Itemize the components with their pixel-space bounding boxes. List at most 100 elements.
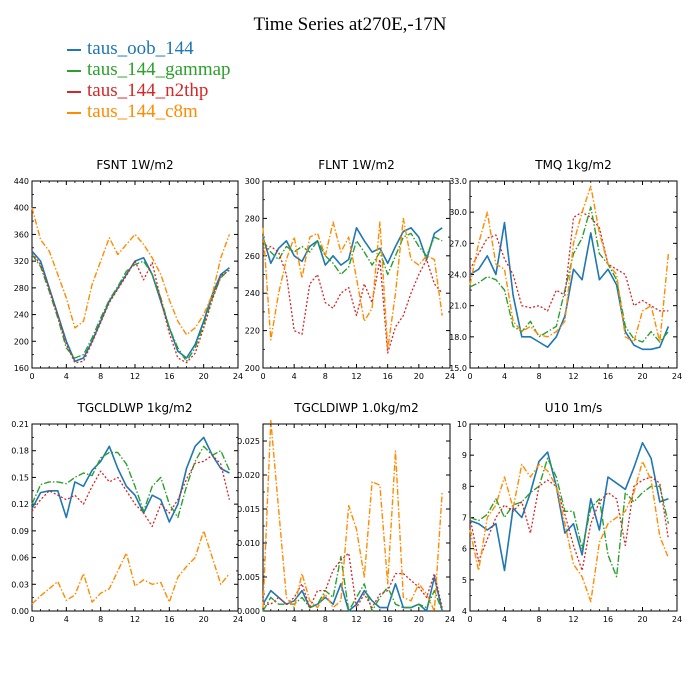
x-tick-label: 0 bbox=[467, 372, 472, 381]
series-line-taus_oob_144 bbox=[262, 227, 443, 266]
x-tick-label: 12 bbox=[351, 372, 361, 381]
x-tick-label: 24 bbox=[672, 615, 682, 624]
y-tick-label: 440 bbox=[14, 177, 29, 186]
y-tick-label: 160 bbox=[14, 364, 29, 373]
y-tick-label: 0.000 bbox=[237, 607, 260, 616]
chart-panel-1: FLNT 1W/m2 200 220 240 260 280 300 0 4 8 12 16 20 24 bbox=[245, 158, 455, 381]
plot-frame bbox=[262, 423, 451, 612]
series-line-taus_144_n2thp bbox=[469, 476, 670, 572]
plot-frame bbox=[31, 180, 239, 369]
legend-swatch-c8m bbox=[67, 111, 81, 114]
y-tick-label: 360 bbox=[14, 230, 29, 239]
chart-title: U10 1m/s bbox=[545, 401, 603, 415]
series-line-taus_144_n2thp bbox=[469, 211, 669, 312]
x-tick-label: 12 bbox=[568, 372, 578, 381]
plot-frame bbox=[31, 423, 239, 612]
x-tick-label: 24 bbox=[445, 615, 455, 624]
x-tick-label: 20 bbox=[199, 615, 209, 624]
x-tick-label: 4 bbox=[502, 372, 507, 381]
y-tick-label: 0.010 bbox=[237, 539, 260, 548]
x-tick-label: 12 bbox=[568, 615, 578, 624]
x-tick-label: 20 bbox=[199, 372, 209, 381]
x-tick-label: 16 bbox=[603, 615, 613, 624]
x-tick-label: 8 bbox=[536, 615, 541, 624]
x-tick-label: 4 bbox=[64, 615, 69, 624]
chart-panel-3: TGCLDLWP 1kg/m2 0.00 0.03 0.06 0.09 0.12 0.15 0… bbox=[11, 401, 243, 624]
x-tick-label: 24 bbox=[233, 372, 243, 381]
series-line-taus_144_c8m bbox=[262, 217, 443, 350]
series-line-taus_oob_144 bbox=[262, 576, 443, 612]
x-tick-label: 4 bbox=[502, 615, 507, 624]
x-tick-label: 0 bbox=[29, 372, 34, 381]
x-tick-label: 20 bbox=[637, 615, 647, 624]
chart-title: FSNT 1W/m2 bbox=[96, 158, 173, 172]
x-tick-label: 16 bbox=[164, 372, 174, 381]
series-line-taus_oob_144 bbox=[469, 221, 670, 351]
y-tick-label: 0.12 bbox=[11, 500, 29, 509]
y-tick-label: 33.0 bbox=[449, 177, 467, 186]
series-line-taus_144_n2thp bbox=[31, 454, 231, 528]
chart-title: TGCLDLWP 1kg/m2 bbox=[76, 401, 192, 415]
chart-panel-2: TMQ 1kg/m2 15.0 18.0 21.0 24.0 27.0 30.0 33.0 0 4… bbox=[449, 158, 682, 381]
x-tick-label: 8 bbox=[98, 372, 103, 381]
y-tick-label: 0.18 bbox=[11, 447, 29, 456]
y-tick-label: 10 bbox=[457, 420, 467, 429]
chart-panel-4: TGCLDIWP 1.0kg/m2 0.000 0.005 0.010 0.015 0.0… bbox=[237, 401, 455, 624]
y-tick-label: 300 bbox=[245, 177, 260, 186]
legend-item-oob: taus_oob_144 bbox=[67, 38, 231, 59]
series-line-taus_144_n2thp bbox=[263, 552, 443, 609]
y-tick-label: 8 bbox=[462, 482, 467, 491]
x-tick-label: 20 bbox=[414, 372, 424, 381]
x-tick-label: 16 bbox=[383, 615, 393, 624]
x-tick-label: 0 bbox=[260, 615, 265, 624]
y-tick-label: 240 bbox=[14, 311, 29, 320]
x-tick-label: 4 bbox=[292, 615, 297, 624]
series-line-taus_144_c8m bbox=[469, 460, 670, 603]
y-tick-label: 200 bbox=[14, 337, 29, 346]
y-tick-label: 6 bbox=[462, 545, 467, 554]
y-tick-label: 0.005 bbox=[237, 573, 260, 582]
legend-swatch-oob bbox=[67, 48, 81, 51]
x-tick-label: 24 bbox=[445, 372, 455, 381]
legend-item-n2thp: taus_144_n2thp bbox=[67, 80, 231, 101]
chart-title: FLNT 1W/m2 bbox=[318, 158, 395, 172]
series-line-taus_144_n2thp bbox=[31, 252, 230, 364]
series-line-taus_144_c8m bbox=[31, 530, 230, 605]
y-tick-label: 0.06 bbox=[11, 554, 29, 563]
x-tick-label: 16 bbox=[164, 615, 174, 624]
x-tick-label: 0 bbox=[29, 615, 34, 624]
x-tick-label: 4 bbox=[64, 372, 69, 381]
y-tick-label: 400 bbox=[14, 204, 29, 213]
legend-label-c8m: taus_144_c8m bbox=[87, 101, 198, 122]
x-tick-label: 0 bbox=[467, 615, 472, 624]
series-line-taus_144_c8m bbox=[469, 185, 670, 343]
legend-label-oob: taus_oob_144 bbox=[87, 38, 194, 59]
x-tick-label: 12 bbox=[130, 372, 140, 381]
x-tick-label: 24 bbox=[672, 372, 682, 381]
y-tick-label: 21.0 bbox=[449, 302, 467, 311]
y-tick-label: 0.09 bbox=[11, 527, 29, 536]
y-tick-label: 320 bbox=[14, 257, 29, 266]
y-tick-label: 260 bbox=[245, 252, 260, 261]
page-title: Time Series at270E,-17N bbox=[253, 14, 447, 35]
x-tick-label: 4 bbox=[292, 372, 297, 381]
legend-swatch-gammap bbox=[67, 69, 81, 72]
y-tick-label: 200 bbox=[245, 364, 260, 373]
x-tick-label: 20 bbox=[414, 615, 424, 624]
y-tick-label: 0.21 bbox=[11, 420, 29, 429]
x-tick-label: 8 bbox=[536, 372, 541, 381]
y-tick-label: 30.0 bbox=[449, 208, 467, 217]
y-tick-label: 18.0 bbox=[449, 333, 467, 342]
y-tick-label: 7 bbox=[462, 514, 467, 523]
series-line-taus_144_gammap bbox=[469, 206, 669, 343]
plot-frame bbox=[469, 180, 678, 369]
x-tick-label: 12 bbox=[351, 615, 361, 624]
chart-title: TMQ 1kg/m2 bbox=[534, 158, 612, 172]
x-tick-label: 20 bbox=[637, 372, 647, 381]
y-tick-label: 4 bbox=[462, 607, 467, 616]
series-line-taus_144_gammap bbox=[262, 555, 443, 612]
y-tick-label: 9 bbox=[462, 451, 467, 460]
plot-frame bbox=[262, 180, 451, 369]
x-tick-label: 12 bbox=[130, 615, 140, 624]
